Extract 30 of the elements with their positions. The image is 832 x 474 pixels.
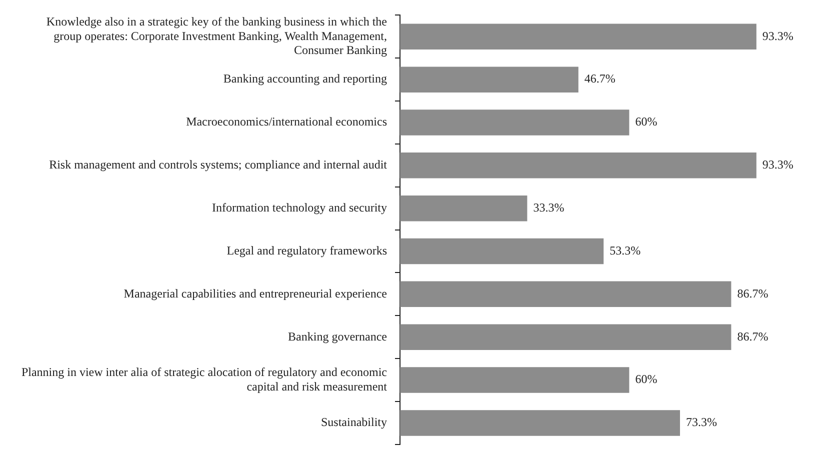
data-label: 93.3% [762,158,794,172]
data-label: 60% [635,372,658,386]
data-label: 93.3% [762,28,794,43]
bar [400,195,528,222]
bar [400,281,732,308]
data-label: 86.7% [737,329,768,344]
bar [400,152,756,178]
bar [400,367,630,393]
y-tick-label: Risk management and controls systems; compliance and internal audit [49,158,388,172]
bar [400,324,732,350]
data-label: 60% [635,114,658,129]
y-tick-label: Banking governance [288,329,387,344]
y-tick-label: Managerial capabilities and entrepreneurial experience [124,286,387,300]
bar [400,110,630,136]
y-tick-label: Sustainability [321,415,387,430]
y-tick-label: Planning in view inter alia of strategic alocation of regulatory and economic capital and risk measurement [21,364,388,394]
y-tick-label: Legal and regulatory frameworks [226,243,388,258]
data-label: 53.3% [610,243,641,258]
bar [400,238,604,264]
data-label: 86.7% [737,286,768,300]
data-label: 73.3% [686,415,718,430]
bar [400,24,756,50]
bar [400,66,578,92]
y-tick-label: Banking accounting and reporting [223,72,387,86]
y-tick-label: Macroeconomics/international economics [186,114,388,129]
bar [400,410,680,436]
y-tick-label: Information technology and security [212,200,387,214]
y-tick-label: Knowledge also in a strategic key of the banking business in which the group operates: Corporate Investment Banking, Wealth Management, Consumer Banking [46,14,387,58]
data-label: 33.3% [533,200,564,214]
data-label: 46.7% [584,72,616,86]
